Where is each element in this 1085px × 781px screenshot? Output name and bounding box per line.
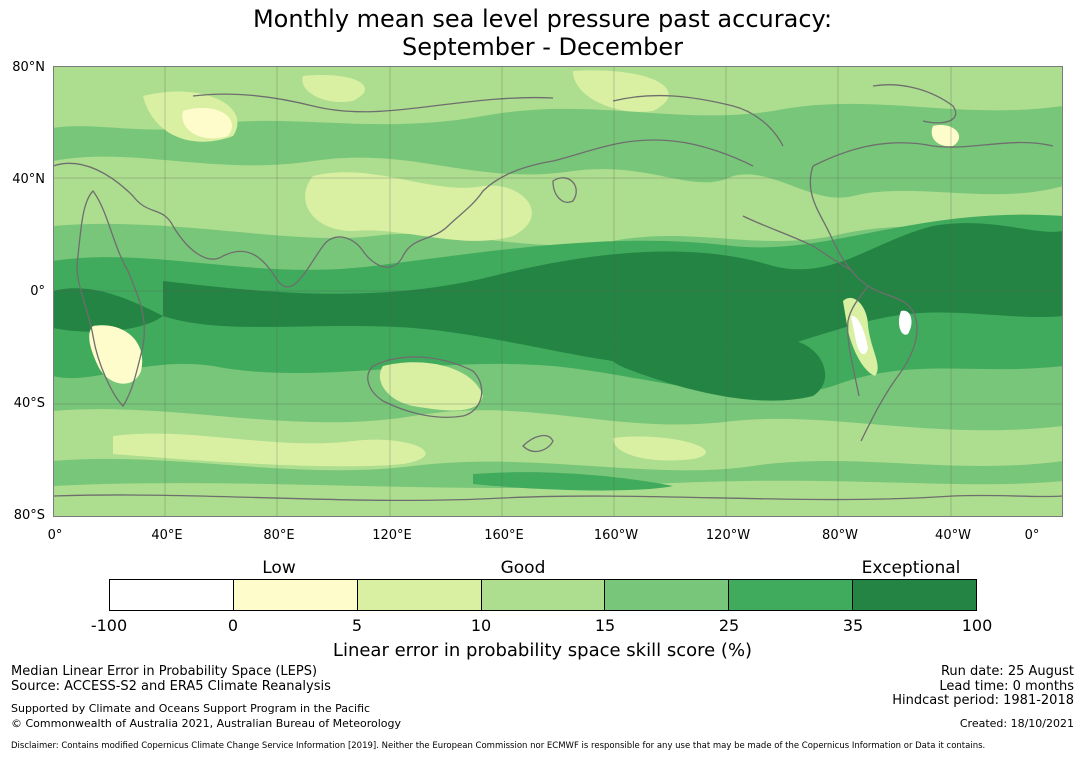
tropical-core (163, 223, 1063, 367)
colorbar-segment (357, 580, 482, 610)
southern-dark-strip (473, 472, 673, 491)
legend-category-good: Good (500, 558, 546, 578)
colorbar-caption: Linear error in probability space skill … (332, 640, 753, 661)
colorbar-tick: 5 (351, 616, 363, 635)
skill-map (53, 66, 1063, 517)
colorbar-tick: -100 (90, 616, 128, 635)
colorbar-tick: 100 (961, 616, 993, 635)
lon-label-160w: 160°W (593, 528, 639, 543)
lon-label-80e: 80°E (263, 528, 295, 543)
colorbar-segment (605, 580, 730, 610)
footer-created: Created: 18/10/2021 (959, 717, 1074, 730)
south-pale-strip (113, 433, 706, 467)
title-line-2: September - December (401, 33, 684, 61)
lon-label-40e: 40°E (151, 528, 183, 543)
skill-map-canvas (53, 66, 1063, 517)
colorbar-tick: 0 (227, 616, 239, 635)
north-midlat-band (53, 156, 1063, 246)
colorbar-tick: 15 (594, 616, 616, 635)
lon-label-120e: 120°E (372, 528, 412, 543)
south-america-white (851, 310, 912, 355)
lon-label-80w: 80°W (822, 528, 858, 543)
lat-label-40s: 40°S (13, 396, 45, 411)
footer-lead-time: Lead time: 0 months (939, 679, 1074, 694)
footer-disclaimer: Disclaimer: Contains modified Copernicus… (11, 741, 986, 751)
lon-label-0-right: 0° (1024, 528, 1040, 543)
asia-pale-region (305, 172, 532, 241)
legend-category-exceptional: Exceptional (861, 558, 961, 578)
coastlines (53, 84, 1063, 502)
footer-copyright: © Commonwealth of Australia 2021, Austra… (11, 717, 401, 730)
lon-label-40w: 40°W (935, 528, 971, 543)
colorbar-segment (853, 580, 977, 610)
footer-hindcast: Hindcast period: 1981-2018 (892, 693, 1074, 708)
colorbar-segment (729, 580, 854, 610)
footer-metric: Median Linear Error in Probability Space… (11, 664, 318, 679)
footer-source: Source: ACCESS-S2 and ERA5 Climate Reana… (11, 679, 331, 694)
lat-label-80s: 80°S (13, 508, 45, 523)
lon-label-160e: 160°E (484, 528, 524, 543)
title-line-1: Monthly mean sea level pressure past acc… (252, 5, 833, 33)
colorbar (109, 579, 977, 611)
colorbar-segment (110, 580, 234, 610)
antarctic-band (53, 480, 1063, 517)
footer-support: Supported by Climate and Oceans Support … (11, 702, 371, 715)
footer-run-date: Run date: 25 August (940, 664, 1074, 679)
map-frame (53, 66, 1063, 517)
colorbar-tick: 10 (470, 616, 492, 635)
indian-ocean-core (53, 288, 163, 332)
colorbar-tick: 35 (842, 616, 864, 635)
graticule (53, 66, 1063, 517)
lon-label-0-left: 0° (47, 528, 63, 543)
lon-label-120w: 120°W (705, 528, 751, 543)
lat-label-0: 0° (30, 284, 45, 299)
colorbar-segment (481, 580, 606, 610)
lat-label-40n: 40°N (12, 172, 45, 187)
lat-label-80n: 80°N (12, 60, 45, 75)
australia-pale (379, 362, 483, 411)
colorbar-segment (233, 580, 358, 610)
pacific-dark-lobe (604, 335, 826, 401)
colorbar-tick: 25 (718, 616, 740, 635)
legend-category-low: Low (262, 558, 296, 578)
